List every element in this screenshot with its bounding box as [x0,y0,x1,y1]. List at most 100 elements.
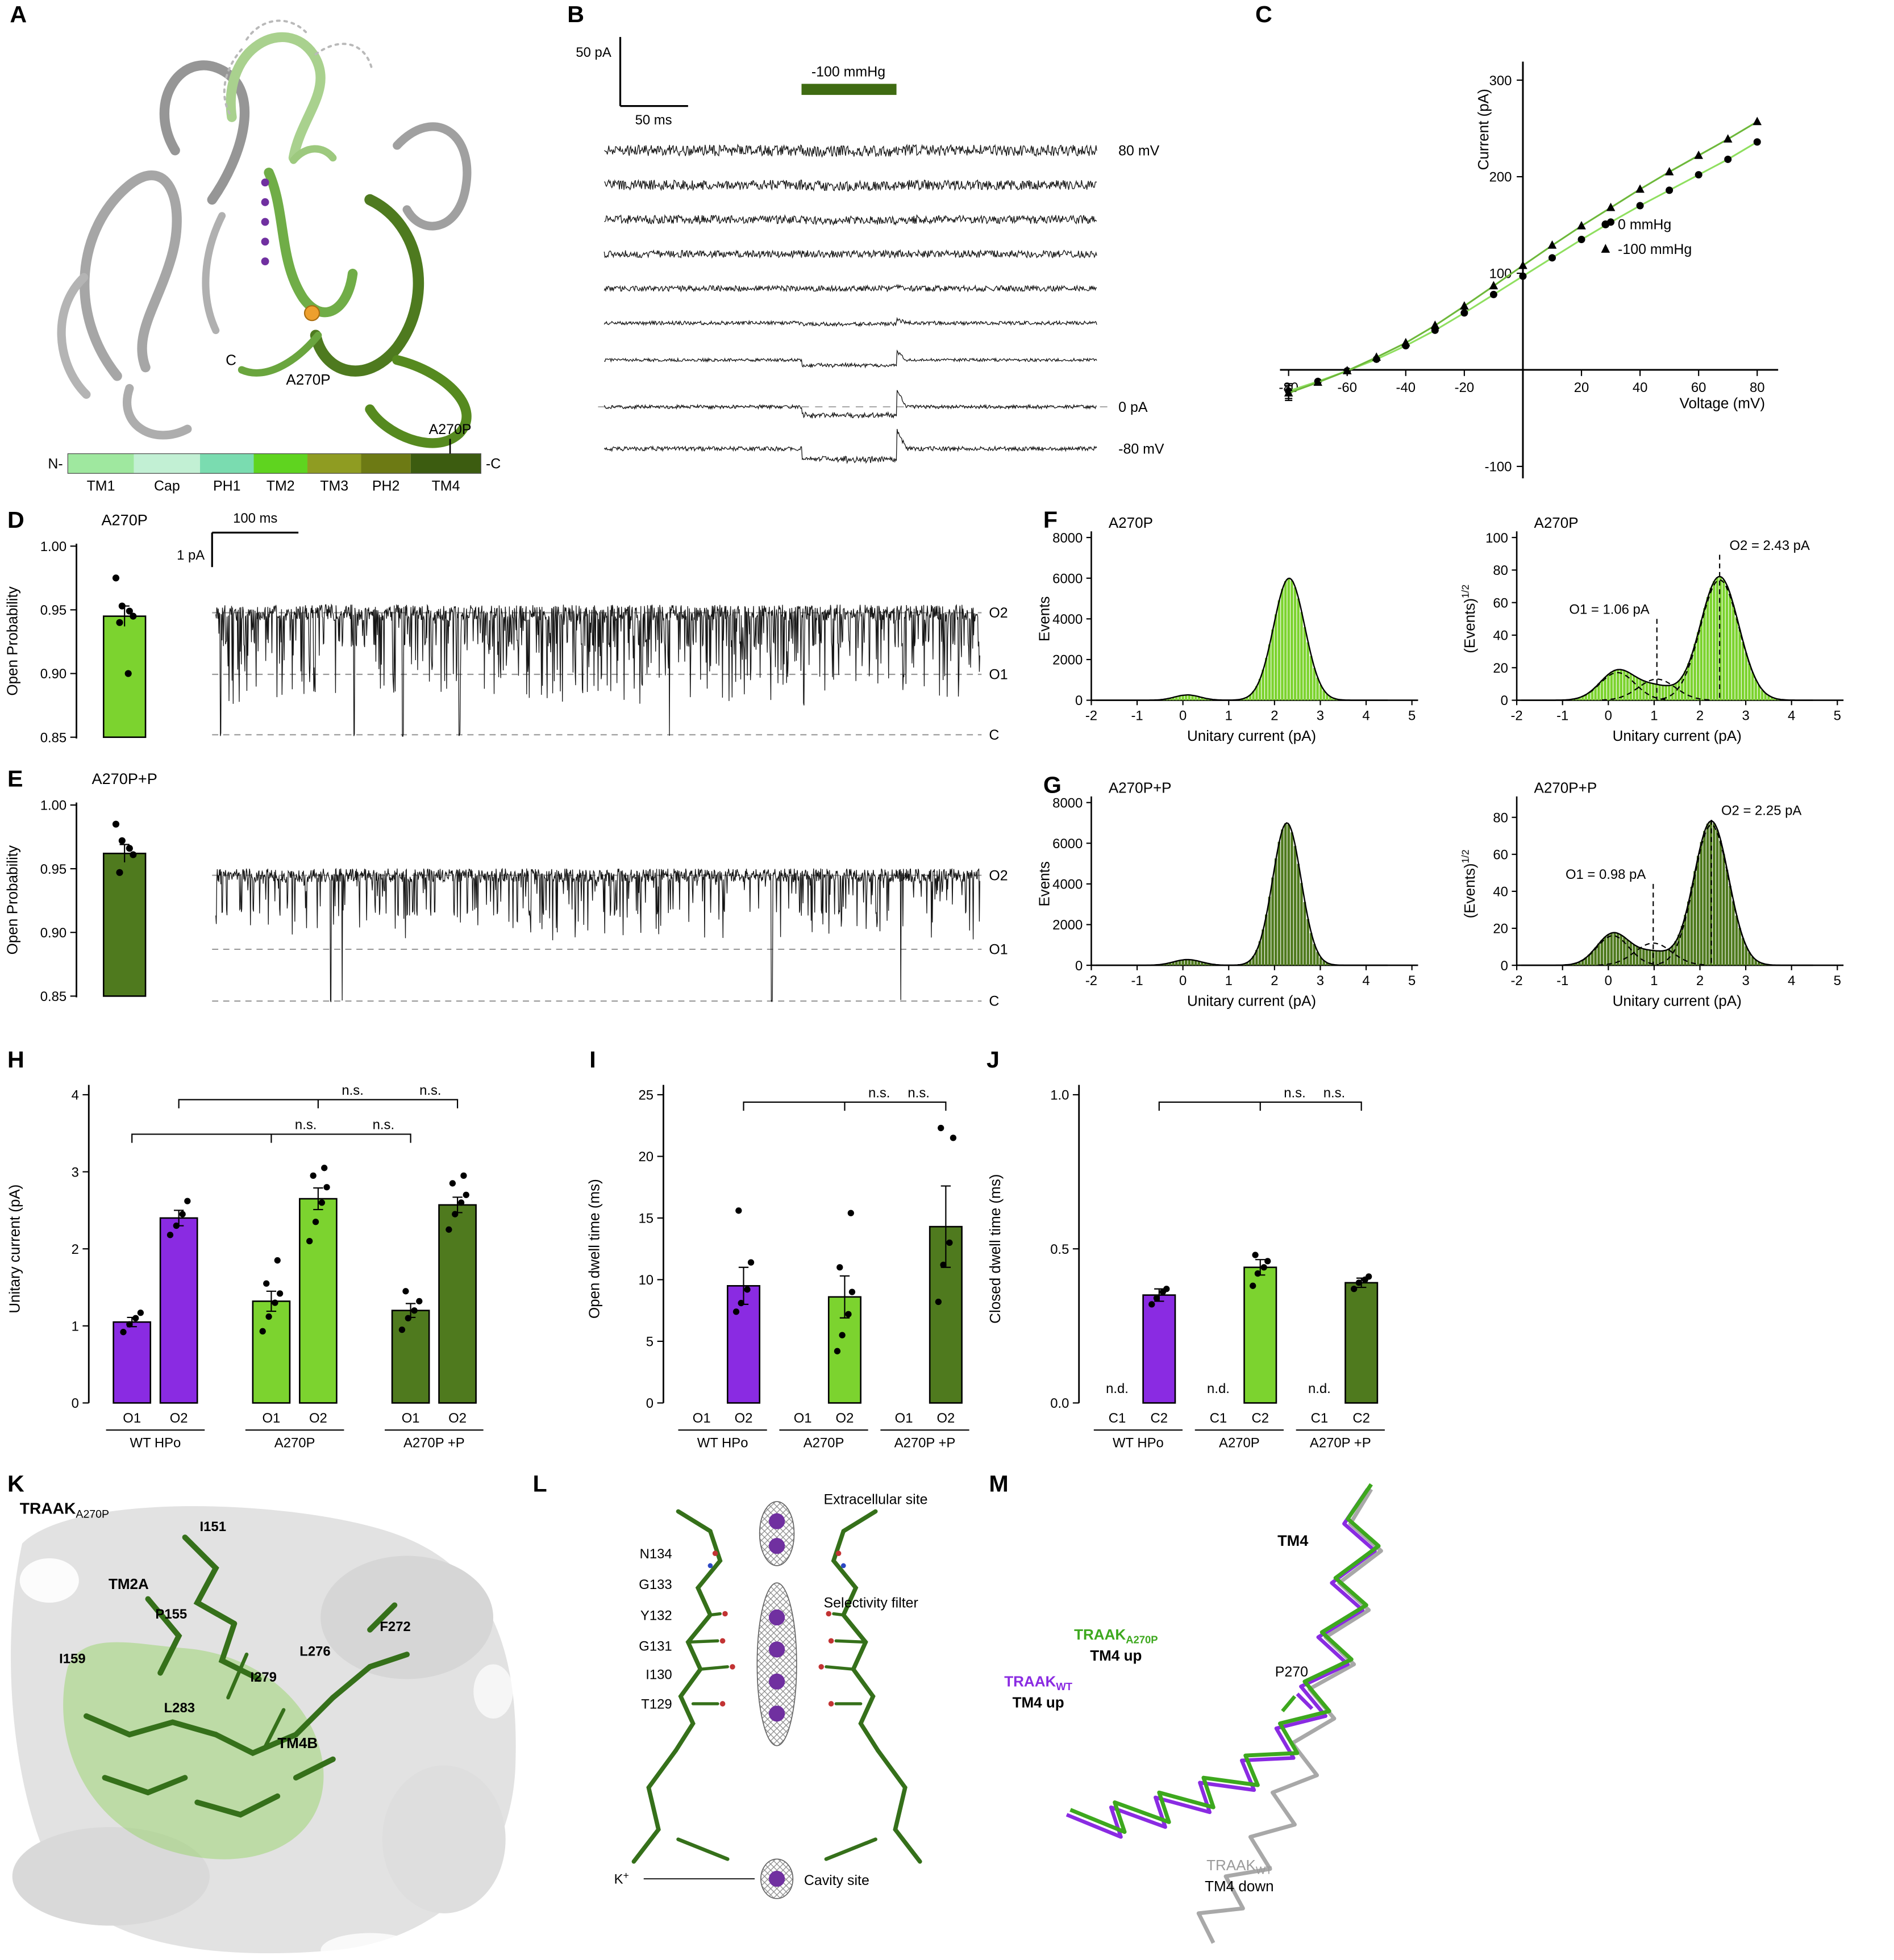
polyline-shape [194,1793,281,1818]
histogram-bar [1578,961,1581,966]
data-dot [457,1199,465,1206]
histogram-bar [1168,698,1172,700]
x-axis-label: Unitary current (pA) [1613,727,1742,744]
nd-label: n.d. [1106,1381,1129,1396]
x-tick-label: 3 [1317,708,1324,723]
histogram-bar [1242,698,1246,700]
domain-segment-label: Cap [154,478,180,494]
y-tick-label: 4 [72,1088,79,1103]
line-shape [834,1639,868,1644]
residue-label-g133: G133 [639,1577,672,1592]
marker-circle [1548,254,1556,262]
bar-label: C1 [1109,1411,1126,1426]
traak-wt-up-state-label: TM4 up [1013,1694,1064,1711]
histogram-bar [1774,698,1776,700]
histogram-bar [1329,964,1332,966]
histogram-bar [1629,942,1632,966]
data-dot [166,1232,174,1238]
histogram-bar [1606,934,1610,966]
x-tick-label: 1 [1225,708,1233,723]
histogram-bar [1754,679,1758,700]
domain-segment-label: TM2 [267,478,295,494]
line-shape [1296,1692,1314,1710]
data-dot [402,1288,409,1295]
bar-label: O2 [170,1411,188,1426]
y-tick-label: 4000 [1052,877,1083,893]
component-fit-curve [1564,935,1659,966]
marker-circle [1460,309,1468,317]
residue-label-p155: P155 [155,1607,187,1622]
y-tick-label: 0.85 [40,989,66,1004]
data-dot [126,1321,133,1328]
x-tick-label: 40 [1633,380,1648,395]
domain-segment-label: TM4 [432,478,460,494]
traak-wt-down-label-sub: WT [1256,1864,1272,1876]
y-tick-label: 200 [1489,170,1512,185]
histogram-bar [1760,963,1764,966]
histogram-bar [1655,950,1658,966]
residue-label-n134: N134 [640,1546,672,1562]
domain-architecture-bar: TM1 Cap PH1 TM2 TM3 PH2 TM4 N- -C A270P [48,422,501,494]
current-trace [603,349,1097,369]
histogram-bar [1255,950,1258,966]
histogram-bar [1754,960,1758,966]
x-tick-label: -60 [1337,380,1356,395]
chart-title: A270P [1534,514,1578,531]
path-shape [238,331,322,377]
y-tick-label: 8000 [1052,531,1083,546]
group-label: A270P [804,1436,844,1451]
histogram-bar [1255,686,1258,700]
histogram-bar [1680,676,1684,700]
histogram-bar [1246,962,1248,966]
data-dot [940,1261,947,1269]
peak-annotation: O1 = 1.06 pA [1569,602,1649,618]
data-dot [938,1124,944,1132]
marker-circle [1489,290,1497,298]
cavity-site-label: Cavity site [804,1873,869,1888]
data-dot [747,1259,755,1266]
histogram-bar [1287,578,1291,700]
sqrt-amplitude-histogram: -2 -1 0 1 2 3 4 5 0 20 40 60 80 Unitary current (pA) (… [1459,779,1844,1010]
data-dot [137,1310,144,1316]
x-tick-label: 5 [1834,973,1841,989]
data-dot [935,1298,942,1306]
y-tick-label: 80 [1493,563,1508,578]
line-shape [832,1612,845,1617]
data-dot [323,1184,330,1191]
group-label: WT HPo [130,1436,181,1451]
legend-marker-circle [1601,220,1610,228]
voltage-bottom-label: -80 mV [1118,441,1164,457]
circle-shape [712,1550,718,1556]
x-tick-label: -2 [1510,973,1522,989]
y-axis-label: Current (pA) [1475,89,1492,170]
y-axis-label: Closed dwell time (ms) [986,1174,1004,1324]
polyline-shape [824,1837,877,1861]
marker-triangle [1489,281,1498,290]
histogram-bar [1316,677,1319,700]
data-dot [1260,1264,1267,1271]
data-dot [738,1300,744,1307]
structure-title-sub: A270P [76,1508,109,1520]
data-dot [834,1348,841,1354]
group-label: A270P +P [403,1436,465,1451]
data-dot [132,1315,139,1321]
probability-bar [102,852,147,997]
n-terminus-label: N- [48,456,63,472]
residue-label-i130: I130 [646,1667,672,1683]
closed-dwell-time-bar-chart: 0.0 0.5 1.0 Closed dwell time (ms) n.d. C1 C2 W… [986,1085,1385,1451]
y-tick-label: 4000 [1052,612,1083,627]
x-tick-label: 1 [1650,973,1658,989]
histogram-bar [1303,902,1306,966]
level-o1-label: O1 [989,942,1008,958]
data-dot [460,1172,467,1179]
histogram-bar [1677,680,1680,700]
circle-shape [719,1638,726,1644]
y-tick-label: 60 [1493,847,1508,862]
histogram-bar [1616,933,1620,966]
histogram-bar [1604,936,1606,966]
polyline-shape [213,1695,336,1757]
circle-shape [828,1638,834,1644]
histogram-bar [1731,605,1735,700]
histogram-bar [1684,670,1687,700]
tspan-shape: (Events) [1461,863,1478,918]
